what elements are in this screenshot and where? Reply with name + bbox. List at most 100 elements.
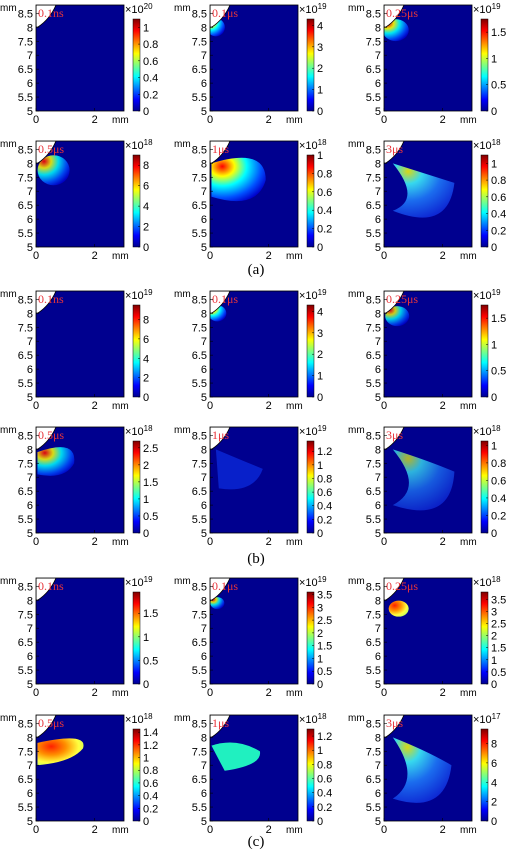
colorbar-tick-label: 0.6 [143,56,158,68]
x-unit-label: mm [286,537,303,548]
colorbar-tick-label: 0.6 [317,487,332,499]
colorbar [306,154,315,248]
y-tick-label: 8.5 [192,8,207,20]
field-layer [210,427,263,490]
y-tick-label: 6.5 [18,774,33,786]
plot-frame [209,714,299,822]
colorbar-tick-label: 6 [491,758,497,770]
y-tick-label: 5 [201,392,207,404]
x-tick-label: 2 [440,114,446,126]
colorbar-exponent: 19 [318,288,327,297]
x-unit-label: mm [460,537,477,548]
panel-a-3: 0.25μs 8.5 8 7.5 7 6.5 6 5.5 5 mm 0 2 mm ×1019 1.5 1 0.5… [348,2,506,126]
colorbar-multiplier: ×1020 [125,2,153,16]
plot-area [36,291,124,397]
y-tick-label: 7.5 [192,36,207,48]
plot-frame [383,140,473,248]
y-tick-label: 7 [27,336,33,348]
colorbar [306,440,315,534]
y-tick-label: 6 [201,78,207,90]
x-unit-label: mm [286,688,303,699]
colorbar-tick-label: 1 [491,440,497,452]
panel-b-1: 0.1ns 8.5 8 7.5 7 6.5 6 5.5 5 mm 0 2 mm ×1019 8 6 4 2 0 [0,288,153,412]
y-tick-label: 8.5 [366,718,381,730]
colorbar-tick-label: 2 [491,797,497,809]
y-tick-label: 5.5 [366,228,381,240]
colorbar-tick-label: 1.5 [317,641,332,653]
colorbar-multiplier: ×1017 [473,712,501,726]
colorbar-exponent: 19 [318,2,327,11]
y-tick-label: 7.5 [192,322,207,334]
x-tick-label: 2 [92,687,98,699]
colorbar-tick-label: 1 [317,85,323,97]
x-unit-label: mm [286,825,303,836]
y-tick-label: 5.5 [192,92,207,104]
field-layer [384,715,452,803]
x-tick-label: 0 [207,114,213,126]
field-blob [392,737,452,803]
x-tick-label: 0 [381,824,387,836]
y-tick-label: 8 [27,444,33,456]
y-tick-label: 5.5 [192,514,207,526]
plot-frame [209,426,299,534]
colorbar-tick-label: 1.2 [143,740,158,752]
x-tick-label: 0 [207,536,213,548]
electrode-shape [384,5,405,28]
colorbar-tick-label: 0.8 [491,175,506,187]
field-layer [36,427,75,476]
y-tick-label: 6 [27,500,33,512]
electrode-shape [210,291,231,314]
y-tick-label: 8.5 [366,430,381,442]
y-unit-label: mm [348,576,365,587]
electrode-shape [384,578,405,601]
plot-frame [383,577,473,685]
time-label: 0.1ns [38,292,64,306]
x-unit-label: mm [112,251,129,262]
colorbar-tick-label: 0 [491,816,497,828]
y-tick-label: 8.5 [192,430,207,442]
y-tick-label: 7.5 [366,458,381,470]
y-tick-label: 7 [201,760,207,772]
colorbar-tick-label: 1.5 [143,477,158,489]
x-tick-label: 0 [33,687,39,699]
colorbar-tick-label: 0.2 [491,225,506,237]
colorbar-tick-label: 0 [317,679,323,691]
y-tick-label: 7 [201,50,207,62]
colorbar-tick-label: 0.8 [143,39,158,51]
y-tick-label: 7.5 [192,458,207,470]
y-unit-label: mm [174,289,191,300]
plot-frame [209,290,299,398]
colorbar-multiplier: ×1018 [125,712,153,726]
time-label: 0.25μs [386,6,418,20]
y-tick-label: 7 [375,50,381,62]
colorbar-tick-label: 1.5 [491,313,506,325]
plot-frame [209,140,299,248]
y-tick-label: 5.5 [18,92,33,104]
panel-b-4: 0.5μs 8.5 8 7.5 7 6.5 6 5.5 5 mm 0 2 mm ×1018 2.5 2 1.5 1… [0,424,158,548]
colorbar-tick-label: 8 [143,160,149,172]
colorbar-tick-label: 2 [491,631,497,643]
colorbar-multiplier: ×1019 [299,288,327,302]
y-tick-label: 7 [375,186,381,198]
y-tick-label: 8 [201,22,207,34]
y-tick-label: 8 [27,308,33,320]
y-tick-label: 7.5 [18,36,33,48]
colorbar-tick-label: 0 [317,106,323,118]
colorbar-exponent: 18 [318,712,327,721]
colorbar-tick-label: 6 [143,334,149,346]
colorbar-tick-label: 1 [143,494,149,506]
colorbar-tick-label: 0 [143,242,149,254]
colorbar [480,18,489,112]
y-unit-label: mm [0,713,17,724]
y-tick-label: 6 [27,214,33,226]
y-unit-label: mm [0,576,17,587]
colorbar-tick-label: 1 [317,150,323,162]
colorbar-tick-label: 0.4 [317,205,332,217]
x-unit-label: mm [286,251,303,262]
y-tick-label: 7 [375,472,381,484]
plot-area [36,427,124,533]
colorbar-tick-label: 1.2 [317,446,332,458]
colorbar-tick-label: 1.4 [143,727,158,739]
field-layer [210,578,231,610]
colorbar-exponent: 18 [144,138,153,147]
